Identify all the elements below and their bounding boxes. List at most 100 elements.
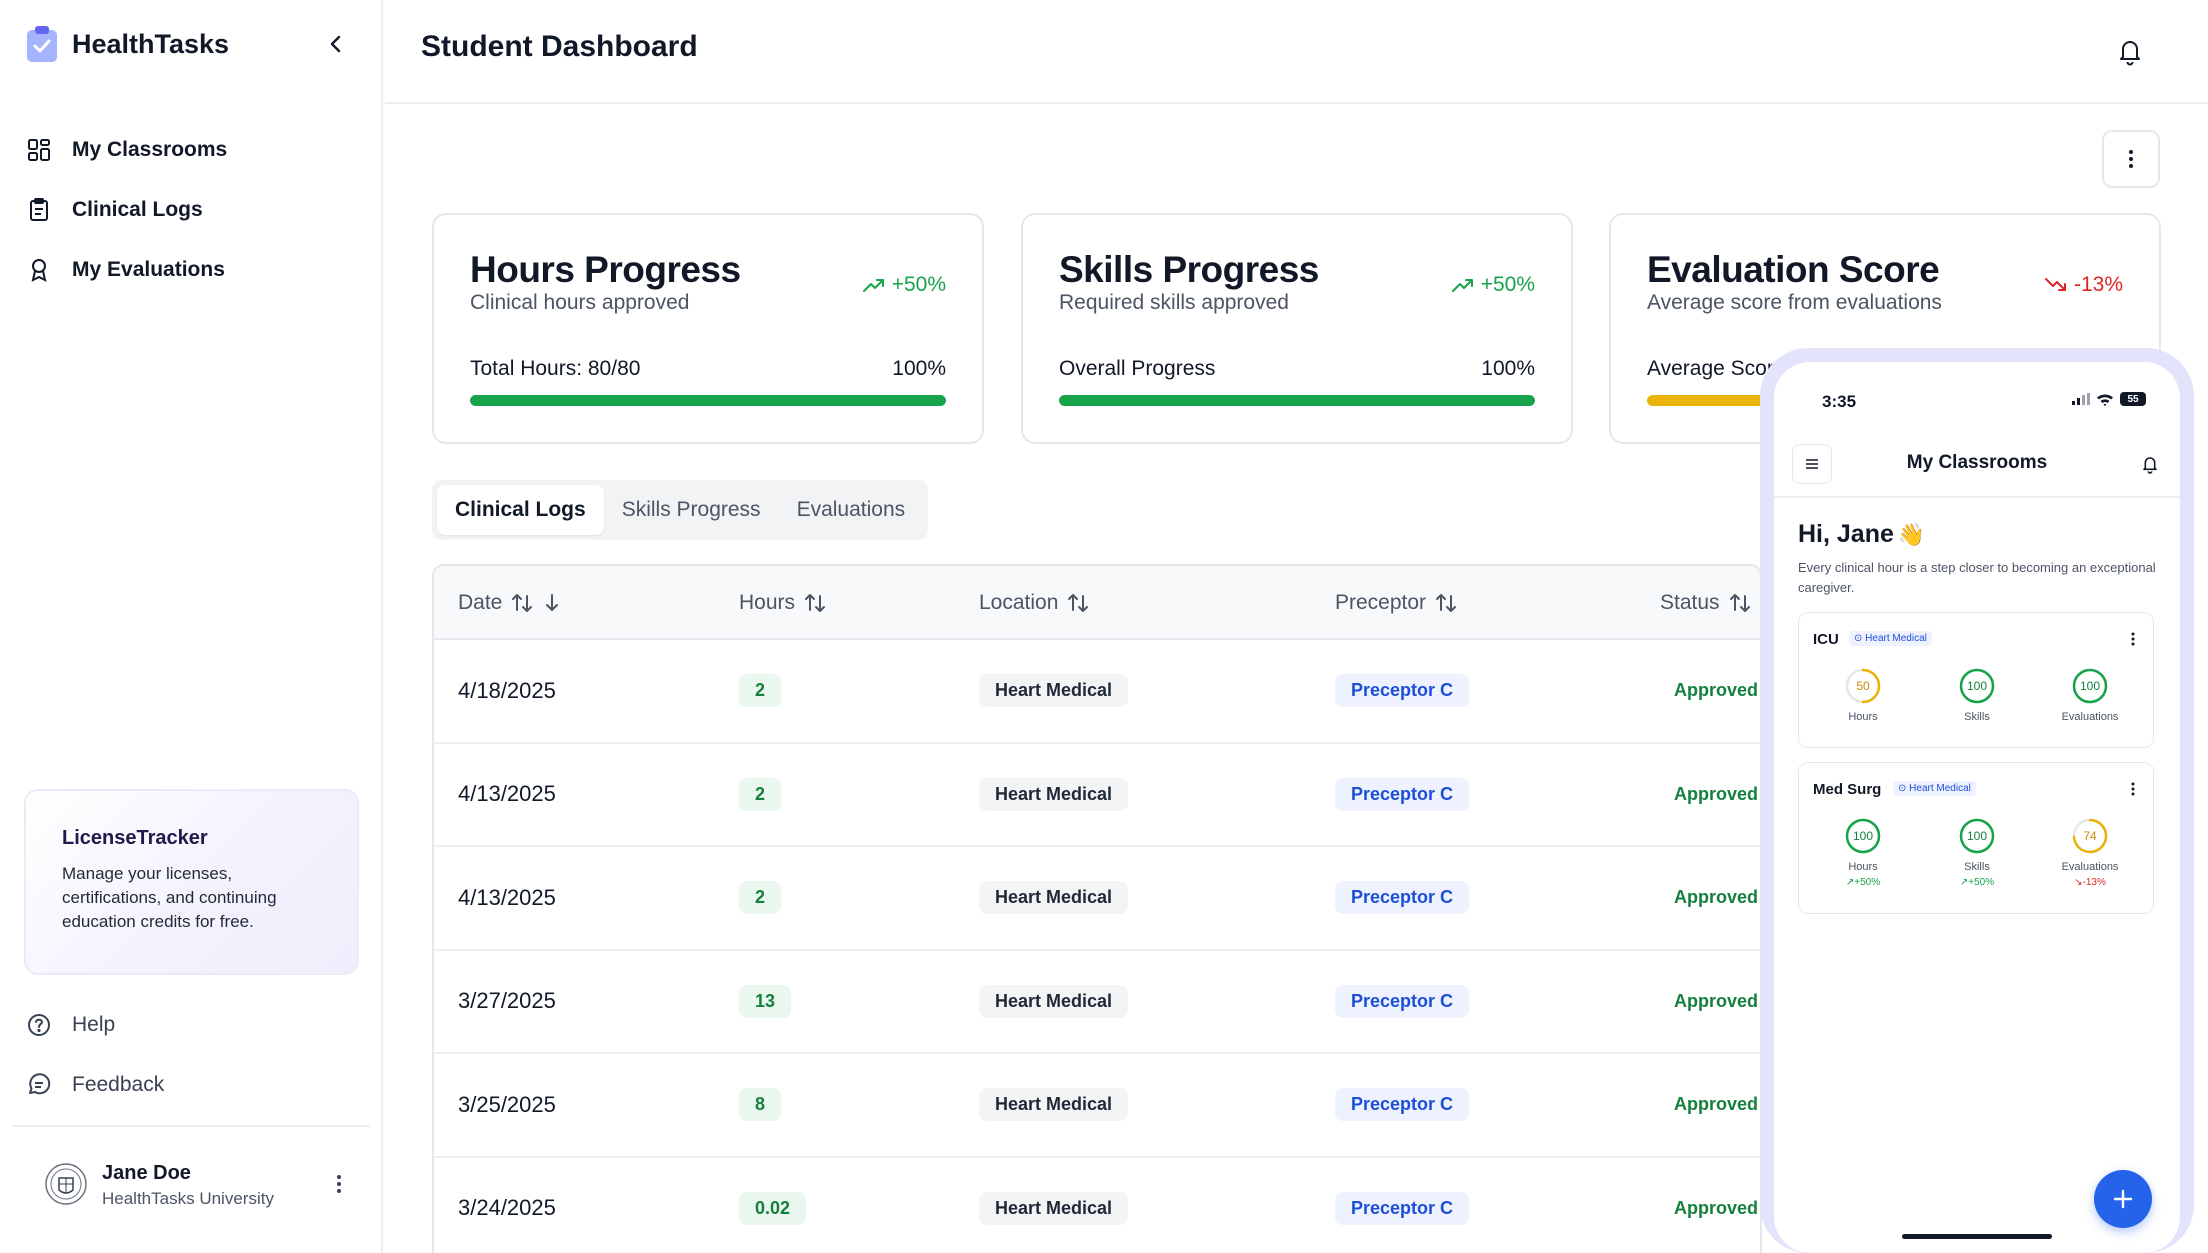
table-row[interactable]: 4/13/2025 2 Heart Medical Preceptor C Ap… [434, 744, 1760, 847]
license-tracker-promo[interactable]: LicenseTracker Manage your licenses, cer… [24, 789, 359, 975]
tab-skills-progress[interactable]: Skills Progress [621, 498, 761, 521]
metric-label: Evaluations [2061, 861, 2119, 873]
sidebar-item-feedback[interactable]: Feedback [26, 1055, 356, 1115]
brand[interactable]: HealthTasks [26, 22, 229, 66]
progress-ring-fill [2072, 668, 2108, 704]
tab-clinical-logs[interactable]: Clinical Logs [437, 485, 604, 535]
sidebar-item-label: Feedback [72, 1073, 165, 1096]
metric-value: 100 [1853, 829, 1873, 843]
user-menu-button[interactable] [324, 1169, 354, 1199]
metric-label: Hours [1848, 861, 1878, 873]
card-title: Evaluation Score [1647, 249, 1940, 290]
classroom-card-icu[interactable]: ICU ⊙ Heart Medical 50 Hours 100 Skills … [1798, 612, 2154, 748]
column-label: Preceptor [1335, 591, 1427, 614]
cell-date: 3/25/2025 [458, 1091, 556, 1117]
more-vertical-icon [2131, 782, 2135, 796]
user-profile[interactable]: Jane Doe HealthTasks University [44, 1155, 354, 1215]
column-label: Location [979, 591, 1059, 614]
status-badge: Approved [1674, 887, 1759, 907]
cell-date: 4/18/2025 [458, 677, 556, 703]
sidebar-nav: My Classrooms Clinical Logs My Evaluatio… [26, 120, 356, 300]
column-header-hours[interactable]: Hours [739, 566, 827, 640]
add-button[interactable] [2094, 1170, 2152, 1228]
page-more-button[interactable] [2102, 130, 2160, 188]
mobile-header: My Classrooms [1774, 434, 2180, 498]
sidebar-item-help[interactable]: Help [26, 995, 356, 1055]
sort-icon [1436, 594, 1457, 612]
sidebar-item-my-evaluations[interactable]: My Evaluations [26, 240, 356, 300]
status-badge: Approved [1674, 1094, 1759, 1114]
sidebar-item-clinical-logs[interactable]: Clinical Logs [26, 180, 356, 240]
preceptor-badge: Preceptor C [1335, 1191, 1470, 1225]
classroom-name: Med Surg [1813, 781, 1882, 798]
battery-icon: 55 [2120, 392, 2146, 406]
progress-label: Average Scor [1647, 357, 1774, 380]
metric-hours: 100 Hours ↗+50% [1813, 817, 1913, 888]
sidebar-item-label: My Evaluations [72, 258, 225, 281]
bell-icon[interactable] [2140, 454, 2160, 474]
mobile-menu-button[interactable] [1792, 444, 1832, 484]
progress-ring-fill [2072, 818, 2108, 854]
collapse-sidebar-button[interactable] [320, 28, 352, 60]
progress-bar [470, 395, 946, 406]
metric-trend: ↗+50% [1845, 877, 1881, 888]
hours-badge: 2 [739, 777, 782, 811]
column-header-location[interactable]: Location [979, 566, 1090, 640]
sidebar-bottom-nav: Help Feedback [26, 995, 356, 1115]
greeting-text: Hi, Jane [1798, 520, 1894, 548]
trending-up-icon [862, 279, 884, 292]
award-icon [31, 259, 47, 282]
classroom-card-med-surg[interactable]: Med Surg ⊙ Heart Medical 100 Hours ↗+50%… [1798, 762, 2154, 914]
trend-value: +50% [891, 273, 946, 296]
mobile-screen: 3:35 55 My Classrooms Hi, Jane 👋 Every c… [1774, 362, 2180, 1253]
metric-trend: ↘-13% [2074, 877, 2106, 888]
user-name: Jane Doe [102, 1161, 191, 1184]
status-badge: Approved [1674, 783, 1759, 804]
card-subtitle: Required skills approved [1059, 291, 1289, 314]
topbar: Student Dashboard [385, 0, 2208, 104]
cell-date: 3/27/2025 [458, 988, 556, 1013]
sidebar-item-label: My Classrooms [72, 138, 228, 161]
progress-label: Overall Progress [1059, 357, 1216, 380]
column-header-date[interactable]: Date [458, 566, 562, 640]
bell-icon[interactable] [2115, 36, 2145, 66]
cell-date: 3/24/2025 [458, 1195, 556, 1220]
sort-icon [1068, 594, 1089, 612]
classroom-location: Heart Medical [1865, 633, 1927, 644]
column-header-preceptor[interactable]: Preceptor [1335, 566, 1458, 640]
clipboard-check-icon [27, 26, 57, 62]
preceptor-badge: Preceptor C [1335, 1088, 1470, 1121]
page-title: Student Dashboard [421, 30, 698, 63]
trend-badge: -13% [2044, 273, 2123, 297]
column-header-status[interactable]: Status [1660, 566, 1752, 640]
progress-ring: 100 [2072, 668, 2108, 704]
plus-icon [2113, 1189, 2133, 1209]
tab-evaluations[interactable]: Evaluations [796, 498, 906, 521]
chevron-left-icon [330, 35, 341, 53]
metric-delta: +50% [1968, 877, 1995, 888]
card-title: Hours Progress [470, 249, 741, 290]
classroom-menu-button[interactable] [2125, 779, 2141, 799]
hours-badge: 8 [739, 1088, 782, 1121]
metric-delta: -13% [2082, 877, 2106, 888]
trend-badge: +50% [862, 273, 946, 297]
table-row[interactable]: 4/18/2025 2 Heart Medical Preceptor C Ap… [434, 640, 1760, 744]
clinical-logs-table: Date Hours Location Preceptor Status 4/1… [432, 564, 1762, 1253]
message-icon [29, 1073, 51, 1095]
status-bar-time: 3:35 [1822, 392, 1857, 411]
table-row[interactable]: 3/24/2025 0.02 Heart Medical Preceptor C… [434, 1158, 1760, 1253]
classroom-menu-button[interactable] [2125, 629, 2141, 649]
location-pin-icon: ⊙ [1854, 633, 1863, 644]
sidebar-item-my-classrooms[interactable]: My Classrooms [26, 120, 356, 180]
sort-icon [512, 594, 533, 612]
table-row[interactable]: 3/27/2025 13 Heart Medical Preceptor C A… [434, 951, 1760, 1054]
table-row[interactable]: 4/13/2025 2 Heart Medical Preceptor C Ap… [434, 847, 1760, 951]
progress-ring: 50 [1845, 668, 1881, 704]
progress-fill [1059, 395, 1535, 406]
location-badge: Heart Medical [979, 777, 1129, 811]
card-subtitle: Average score from evaluations [1647, 291, 1942, 314]
mobile-page-title: My Classrooms [1906, 452, 2048, 473]
table-row[interactable]: 3/25/2025 8 Heart Medical Preceptor C Ap… [434, 1054, 1760, 1158]
column-label: Status [1660, 591, 1720, 614]
user-org: HealthTasks University [102, 1188, 274, 1208]
